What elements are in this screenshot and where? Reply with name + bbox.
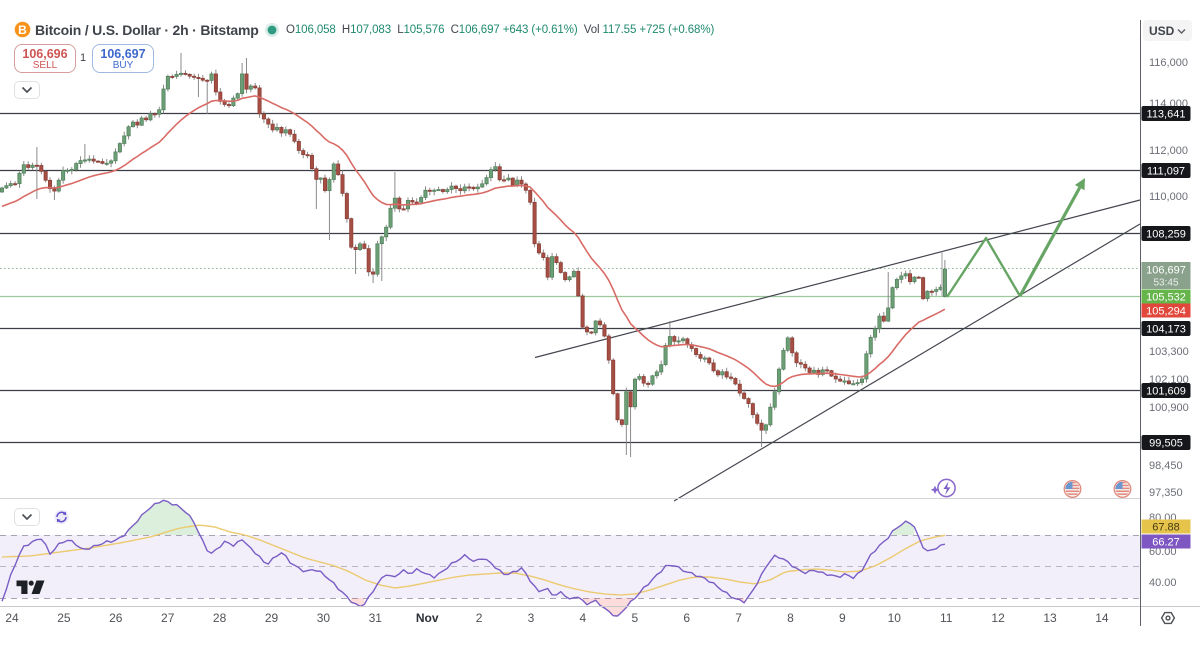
svg-text:100,900: 100,900 — [1149, 402, 1189, 414]
svg-text:28: 28 — [213, 611, 227, 625]
svg-text:12: 12 — [991, 611, 1005, 625]
svg-text:105,294: 105,294 — [1146, 306, 1186, 318]
svg-text:108,259: 108,259 — [1146, 229, 1186, 241]
svg-text:13: 13 — [1043, 611, 1057, 625]
svg-text:4: 4 — [580, 611, 587, 625]
svg-text:66.27: 66.27 — [1152, 537, 1180, 549]
svg-text:25: 25 — [57, 611, 71, 625]
svg-text:26: 26 — [109, 611, 123, 625]
svg-text:105,532: 105,532 — [1146, 292, 1186, 304]
svg-text:B: B — [18, 23, 27, 37]
svg-text:67.88: 67.88 — [1152, 522, 1180, 534]
svg-text:60.00: 60.00 — [1149, 546, 1177, 558]
svg-text:106,697: 106,697 — [1146, 265, 1186, 277]
svg-text:110,000: 110,000 — [1149, 191, 1188, 203]
svg-text:97,350: 97,350 — [1149, 487, 1183, 499]
svg-text:103,300: 103,300 — [1149, 346, 1189, 358]
svg-text:11: 11 — [940, 611, 953, 625]
svg-text:6: 6 — [683, 611, 690, 625]
svg-text:5: 5 — [631, 611, 638, 625]
svg-text:40.00: 40.00 — [1149, 577, 1177, 589]
svg-text:14: 14 — [1095, 611, 1109, 625]
svg-text:8: 8 — [787, 611, 794, 625]
svg-text:27: 27 — [161, 611, 175, 625]
svg-text:24: 24 — [5, 611, 19, 625]
svg-text:53:45: 53:45 — [1153, 278, 1178, 289]
svg-text:2: 2 — [476, 611, 483, 625]
svg-text:10: 10 — [888, 611, 902, 625]
svg-text:116,000: 116,000 — [1149, 57, 1188, 69]
svg-text:104,173: 104,173 — [1146, 324, 1186, 336]
svg-text:99,505: 99,505 — [1149, 438, 1183, 450]
svg-text:Nov: Nov — [416, 611, 439, 625]
svg-text:113,641: 113,641 — [1147, 109, 1186, 121]
svg-text:9: 9 — [839, 611, 846, 625]
svg-text:112,000: 112,000 — [1149, 145, 1188, 157]
svg-text:31: 31 — [369, 611, 383, 625]
svg-text:29: 29 — [265, 611, 279, 625]
svg-text:30: 30 — [317, 611, 331, 625]
svg-text:7: 7 — [735, 611, 742, 625]
svg-text:101,609: 101,609 — [1146, 386, 1186, 398]
svg-text:98,450: 98,450 — [1149, 460, 1183, 472]
svg-text:3: 3 — [528, 611, 535, 625]
svg-text:111,097: 111,097 — [1147, 166, 1185, 178]
